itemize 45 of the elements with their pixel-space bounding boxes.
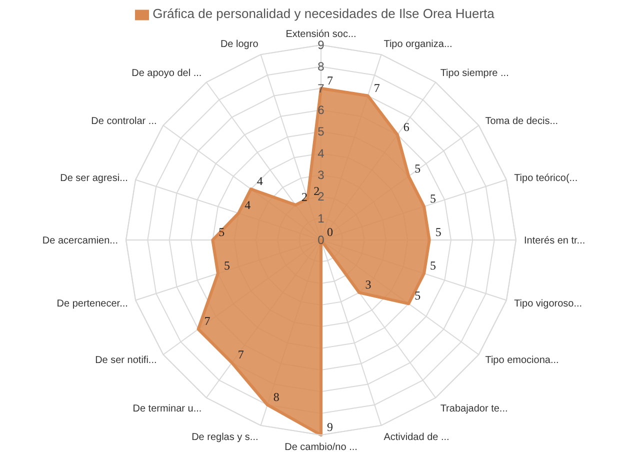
data-label: 5 — [218, 225, 225, 239]
spoke-label: Interés en tr... — [524, 236, 586, 247]
spoke-label: De apoyo del ... — [132, 68, 202, 79]
y-tick-label: 2 — [318, 190, 325, 204]
spoke-label: Tipo emociona... — [485, 354, 559, 366]
spoke-label: De pertenecer... — [56, 298, 128, 310]
y-tick-label: 3 — [318, 168, 325, 182]
data-label: 5 — [435, 225, 442, 239]
data-label: 5 — [430, 258, 436, 272]
spoke-label: De cambio/no ... — [284, 442, 358, 452]
y-tick-label: 4 — [318, 146, 325, 160]
spoke-label: De ser agresi... — [60, 172, 128, 184]
spoke-label: De ser notifi... — [95, 354, 157, 366]
data-label: 4 — [244, 198, 251, 212]
spoke-label: Trabajador te... — [440, 403, 508, 414]
spoke-label: De terminar u... — [132, 403, 202, 414]
data-label: 5 — [224, 258, 230, 272]
spoke-label: De logro — [220, 38, 259, 50]
data-label: 7 — [374, 80, 380, 95]
data-label: 6 — [403, 120, 410, 134]
spoke-label: Tipo teórico(... — [514, 172, 578, 184]
data-label: 5 — [414, 161, 421, 176]
spoke-label: Tipo organiza... — [384, 38, 452, 50]
data-label: 4 — [256, 174, 263, 188]
y-tick-label: 1 — [318, 211, 325, 226]
data-label: 3 — [365, 278, 372, 292]
spoke-label: Tipo vigoroso... — [514, 298, 582, 310]
spoke-label: Extensión soc... — [286, 29, 356, 40]
spoke-label: De reglas y s... — [192, 432, 258, 444]
data-label: 7 — [238, 348, 244, 362]
data-label: 5 — [430, 192, 436, 206]
y-tick-label: 8 — [318, 60, 325, 74]
spoke-label: Toma de decis... — [485, 116, 558, 128]
data-label: 5 — [414, 288, 421, 303]
spoke-label: Actividad de ... — [384, 432, 450, 444]
y-tick-label: 0 — [318, 233, 325, 247]
y-tick-label: 6 — [318, 103, 325, 117]
spoke-label: De controlar ... — [91, 116, 157, 128]
y-tick-label: 9 — [318, 38, 325, 52]
data-label: 7 — [204, 314, 210, 328]
legend-label: Gráfica de personalidad y necesidades de Ilse Orea Huerta — [152, 6, 494, 21]
data-label: 8 — [273, 390, 280, 404]
spoke-label: De acercamien... — [42, 236, 118, 247]
spoke-label: Tipo siempre ... — [440, 68, 509, 79]
y-tick-label: 5 — [318, 124, 325, 139]
